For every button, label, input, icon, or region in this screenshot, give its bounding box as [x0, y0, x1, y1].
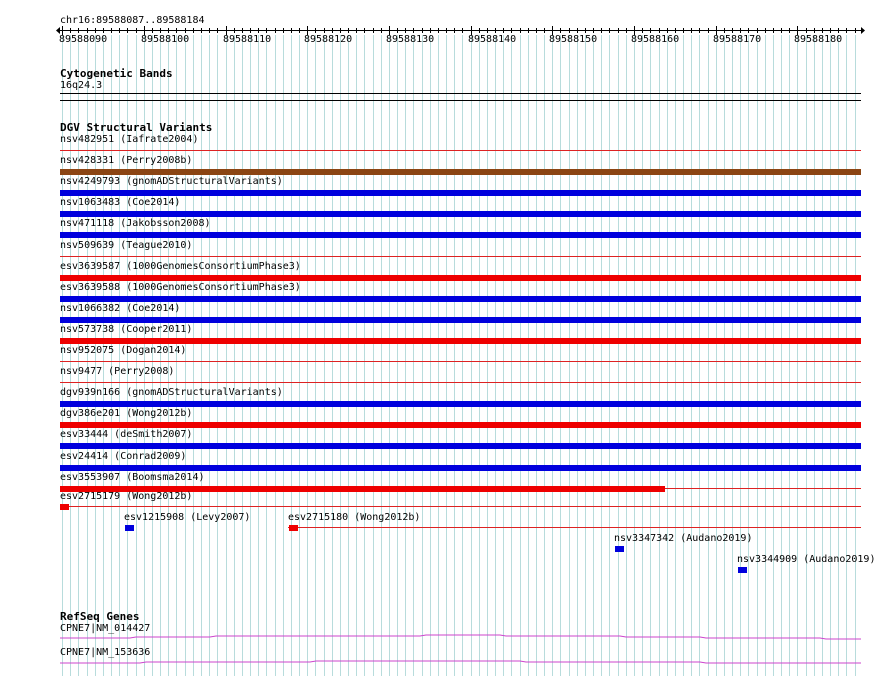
ruler-tick-label: 89588120 [304, 34, 353, 45]
dgv-feature-bar[interactable] [60, 211, 861, 217]
dgv-feature-label: esv24414 (Conrad2009) [60, 451, 187, 462]
cytoband-label: 16q24.3 [60, 80, 103, 91]
dgv-feature-line [665, 488, 861, 489]
gene-label: CPNE7|NM_153636 [60, 647, 151, 658]
dgv-feature-label: esv3639588 (1000GenomesConsortiumPhase3) [60, 282, 301, 293]
track-separator [60, 100, 861, 101]
dgv-feature-bar[interactable] [60, 296, 861, 302]
dgv-feature-label: dgv386e201 (Wong2012b) [60, 408, 193, 419]
dgv-feature-bar[interactable] [738, 567, 747, 573]
gene-label: CPNE7|NM_014427 [60, 623, 151, 634]
dgv-feature-label: esv3639587 (1000GenomesConsortiumPhase3) [60, 261, 301, 272]
dgv-feature-label: nsv3344909 (Audano2019) [737, 554, 876, 565]
dgv-feature-label: esv3553907 (Boomsma2014) [60, 472, 205, 483]
dgv-feature-label: nsv1063483 (Coe2014) [60, 197, 181, 208]
dgv-feature-label: nsv4249793 (gnomADStructuralVariants) [60, 176, 283, 187]
dgv-feature-bar[interactable] [60, 190, 861, 196]
gene-model-line [60, 634, 861, 640]
region-coordinates: chr16:89588087..89588184 [60, 15, 205, 26]
dgv-feature-bar[interactable] [60, 169, 861, 175]
dgv-feature-label: dgv939n166 (gnomADStructuralVariants) [60, 387, 283, 398]
cytoband-track-title: Cytogenetic Bands [60, 67, 173, 80]
dgv-feature-line [288, 527, 861, 528]
ruler-tick-label: 89588140 [468, 34, 517, 45]
dgv-feature-bar[interactable] [60, 504, 69, 510]
dgv-feature-bar[interactable] [615, 546, 624, 552]
ruler-tick-label: 89588090 [59, 34, 108, 45]
dgv-feature-label: esv2715179 (Wong2012b) [60, 491, 193, 502]
dgv-feature-label: esv1215908 (Levy2007) [124, 512, 251, 523]
ruler-tick-label: 89588110 [223, 34, 272, 45]
dgv-feature-label: nsv1066382 (Coe2014) [60, 303, 181, 314]
ruler-tick-label: 89588130 [386, 34, 435, 45]
dgv-feature-bar[interactable] [60, 486, 665, 492]
dgv-feature-bar[interactable] [60, 317, 861, 323]
dgv-feature-bar[interactable] [60, 443, 861, 449]
dgv-feature-label: nsv428331 (Perry2008b) [60, 155, 193, 166]
dgv-feature-bar[interactable] [60, 422, 861, 428]
dgv-feature-line [60, 506, 861, 507]
ruler-tick-label: 89588150 [549, 34, 598, 45]
dgv-feature-label: nsv509639 (Teague2010) [60, 240, 193, 251]
dgv-feature-label: nsv3347342 (Audano2019) [614, 533, 753, 544]
dgv-feature-label: esv2715180 (Wong2012b) [288, 512, 421, 523]
dgv-feature-line[interactable] [60, 150, 861, 151]
dgv-feature-line[interactable] [60, 361, 861, 362]
ruler-tick-label: 89588100 [141, 34, 190, 45]
dgv-feature-label: nsv573738 (Cooper2011) [60, 324, 193, 335]
dgv-feature-label: nsv471118 (Jakobsson2008) [60, 218, 211, 229]
dgv-feature-bar[interactable] [60, 275, 861, 281]
dgv-feature-line[interactable] [60, 256, 861, 257]
ruler-tick-label: 89588170 [713, 34, 762, 45]
dgv-feature-bar[interactable] [60, 465, 861, 471]
dgv-feature-bar[interactable] [60, 338, 861, 344]
ruler-tick-label: 89588180 [794, 34, 843, 45]
dgv-feature-label: nsv952075 (Dogan2014) [60, 345, 187, 356]
dgv-feature-bar[interactable] [60, 401, 861, 407]
dgv-feature-bar[interactable] [125, 525, 134, 531]
gene-model-line [60, 660, 861, 664]
dgv-feature-bar[interactable] [60, 232, 861, 238]
dgv-feature-label: nsv9477 (Perry2008) [60, 366, 175, 377]
refseq-track-title: RefSeq Genes [60, 610, 140, 623]
dgv-feature-line[interactable] [60, 382, 861, 383]
ruler-tick-label: 89588160 [631, 34, 680, 45]
dgv-feature-bar[interactable] [289, 525, 298, 531]
dgv-feature-label: esv33444 (deSmith2007) [60, 429, 193, 440]
dgv-feature-label: nsv482951 (Iafrate2004) [60, 134, 199, 145]
cytoband-line [60, 93, 861, 94]
dgv-track-title: DGV Structural Variants [60, 121, 213, 134]
